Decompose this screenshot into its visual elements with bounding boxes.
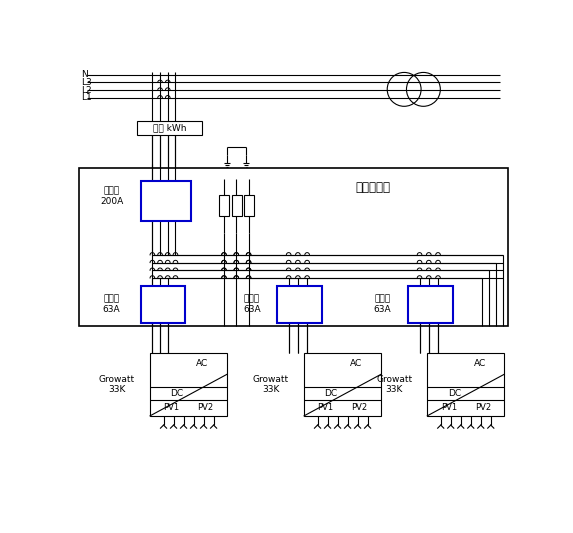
Text: N: N: [81, 70, 88, 79]
Text: PV1: PV1: [441, 403, 457, 412]
Bar: [79, 168, 508, 326]
Text: DC: DC: [448, 389, 461, 398]
Bar: [137, 121, 202, 135]
Text: 断路器
200A: 断路器 200A: [100, 187, 123, 206]
Text: Growatt
33K: Growatt 33K: [99, 375, 135, 394]
Bar: [427, 353, 504, 416]
Text: AC: AC: [197, 359, 209, 368]
Text: 断路器
63A: 断路器 63A: [103, 295, 120, 314]
Bar: [408, 286, 453, 322]
Bar: [277, 286, 322, 322]
Text: 交流汇流笱: 交流汇流笱: [356, 181, 391, 193]
Text: AC: AC: [350, 359, 363, 368]
Text: PV1: PV1: [163, 403, 180, 412]
Text: L1: L1: [81, 93, 92, 102]
Text: Growatt
33K: Growatt 33K: [253, 375, 289, 394]
Bar: [141, 181, 191, 221]
Text: L3: L3: [81, 78, 92, 87]
Text: PV2: PV2: [351, 403, 367, 412]
Text: AC: AC: [473, 359, 486, 368]
Text: PV2: PV2: [474, 403, 490, 412]
Text: 断路器
63A: 断路器 63A: [374, 295, 391, 314]
Text: PV1: PV1: [317, 403, 333, 412]
Text: DC: DC: [170, 389, 183, 398]
Text: DC: DC: [324, 389, 337, 398]
Text: 电表 kWh: 电表 kWh: [154, 123, 187, 132]
Bar: [150, 353, 227, 416]
Text: PV2: PV2: [198, 403, 214, 412]
Bar: [231, 195, 242, 216]
Bar: [141, 286, 186, 322]
Bar: [244, 195, 254, 216]
Text: 断路器
63A: 断路器 63A: [243, 295, 261, 314]
Bar: [304, 353, 381, 416]
Bar: [219, 195, 229, 216]
Text: Growatt
33K: Growatt 33K: [376, 375, 412, 394]
Text: L2: L2: [81, 86, 91, 95]
